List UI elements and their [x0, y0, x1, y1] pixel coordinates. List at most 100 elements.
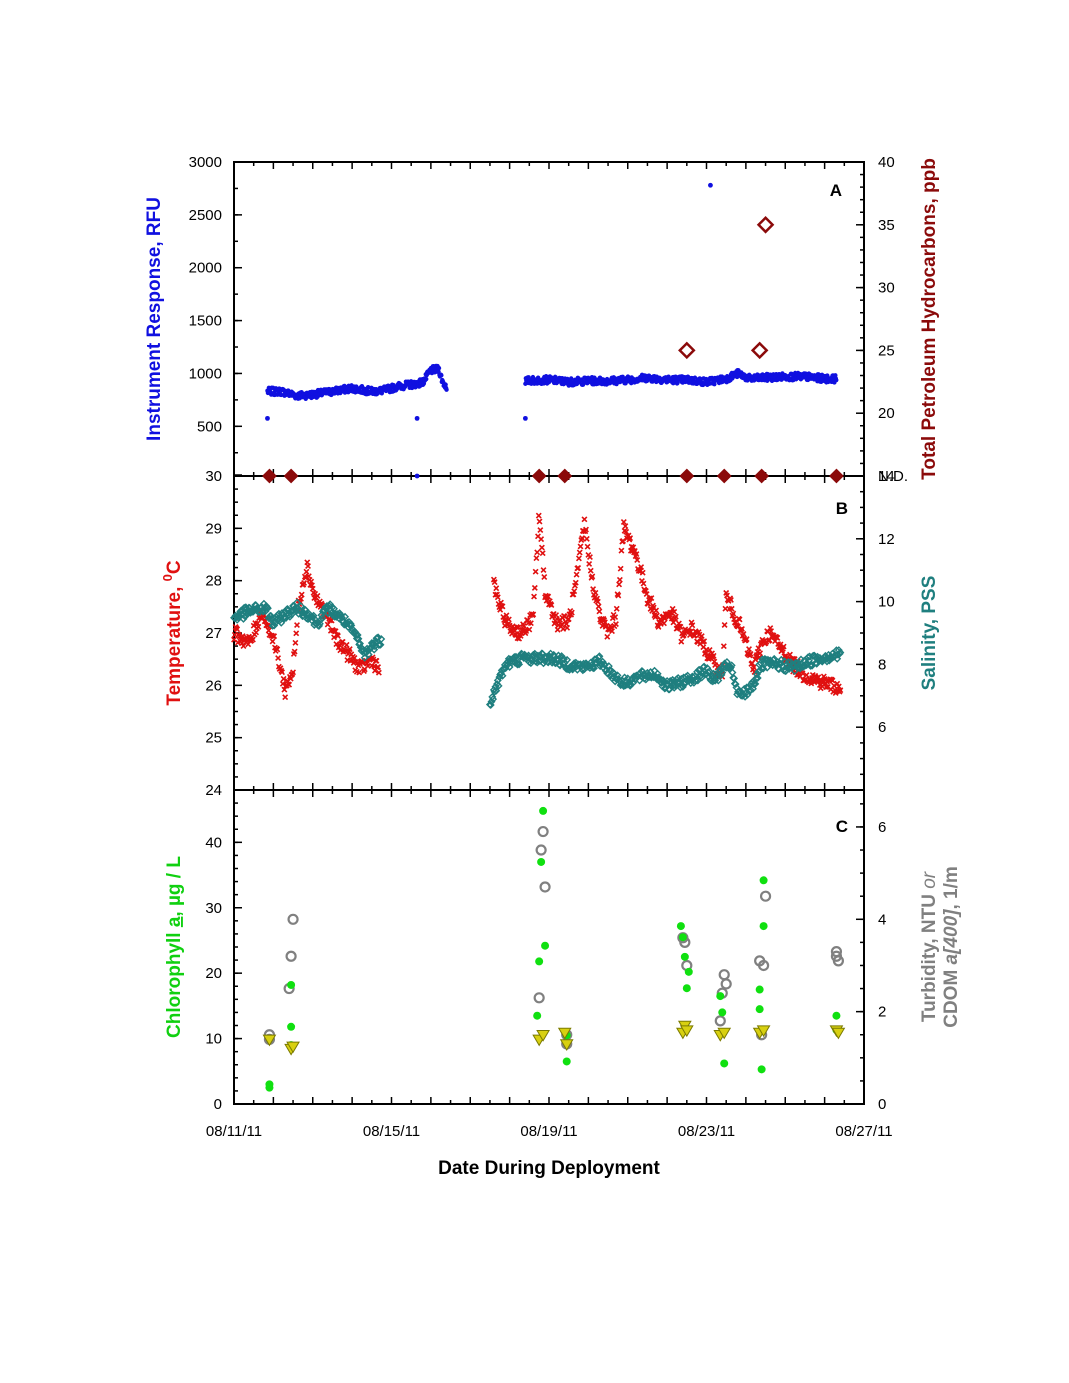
turbidity-label-prefix: Turbidity, NTU [919, 889, 940, 1022]
temperature-point [526, 626, 533, 633]
temperature-point [297, 595, 304, 602]
salinity-point [751, 679, 760, 688]
panel-c-right-tick-label: 0 [878, 1096, 886, 1113]
temperature-point [375, 669, 382, 676]
rfu-outlier-point [414, 415, 420, 421]
chlorophyll-point [759, 922, 768, 931]
temperature-point [583, 526, 589, 533]
temperature-point [564, 624, 571, 631]
salinity-point [746, 685, 755, 694]
temperature-point [303, 568, 310, 575]
panel-a-right-tick-label: N.D. [878, 468, 908, 485]
salinity-point [285, 612, 294, 621]
salinity-point [360, 653, 369, 662]
temperature-point [346, 646, 353, 653]
temperature-point [576, 549, 583, 556]
panel-b-left-tick-label: 26 [205, 677, 222, 694]
salinity-point [353, 631, 362, 639]
chlorophyll-label-a: a [164, 916, 185, 927]
temperature-point [351, 655, 358, 661]
panel-c-right-axis-title-line1: Turbidity, NTU or [919, 871, 940, 1022]
temperature-point [253, 629, 260, 636]
temperature-point [589, 573, 596, 580]
turbidity-point [533, 992, 545, 1004]
temperature-point [292, 639, 299, 646]
temperature-point [755, 645, 762, 652]
temperature-point [743, 636, 750, 643]
temperature-point [829, 677, 836, 684]
temperature-point [787, 651, 793, 658]
temperature-point [531, 584, 538, 591]
salinity-point [595, 652, 604, 661]
panel-a-right-axis-title: Total Petroleum Hydrocarbons, ppb [919, 158, 940, 480]
salinity-point [741, 692, 750, 701]
salinity-point [330, 604, 339, 613]
temperature-point [505, 616, 512, 623]
salinity-point [718, 668, 727, 677]
temperature-point [587, 567, 594, 574]
cdom-point [717, 1027, 732, 1040]
labels-layer: 08/11/11 08/15/11 08/19/11 08/23/11 08/27/11… [189, 154, 908, 1140]
salinity-point [759, 664, 768, 673]
temperature-point [631, 547, 638, 554]
panel-b-right-tick-label: 14 [878, 468, 895, 485]
temperature-point [768, 628, 775, 635]
panel-b-left-tick-label: 25 [205, 730, 222, 747]
temperature-point [545, 593, 552, 600]
salinity-point [356, 639, 364, 648]
panel-a-left-tick-label: 2000 [189, 260, 222, 277]
temperature-point [520, 623, 527, 629]
panel-c-left-tick-label: 30 [205, 900, 222, 917]
temperature-point [263, 622, 270, 629]
chlorophyll-point [676, 922, 685, 931]
temperature-point [837, 687, 844, 694]
temperature-point [568, 609, 575, 616]
temperature-point [672, 613, 679, 620]
salinity-point [492, 686, 501, 695]
temperature-point [337, 647, 344, 654]
temperature-point [609, 628, 615, 635]
salinity-point [727, 661, 736, 670]
panel-a-right-tick-label: 40 [878, 154, 895, 171]
salinity-point [318, 613, 327, 622]
salinity-point [307, 612, 316, 621]
x-tick-label: 08/11/11 [206, 1123, 262, 1140]
panel-b-left-axis-title: Temperature, 0C [160, 560, 185, 705]
temperature-point [309, 585, 316, 592]
chlorophyll-point [541, 941, 550, 950]
temperature-point [698, 633, 705, 640]
temperature-point [592, 589, 599, 596]
rfu-point [439, 373, 444, 378]
tph-point [750, 341, 769, 360]
salinity-point [753, 673, 762, 682]
x-axis-title: Date During Deployment [438, 1158, 660, 1179]
temperature-point [274, 646, 281, 653]
panel-a-left-tick-label: 1500 [189, 313, 222, 330]
temperature-point [249, 636, 256, 643]
tph-nd-point [716, 468, 732, 484]
salinity-point [487, 697, 496, 706]
temperature-point [281, 686, 288, 693]
temperature-point [534, 549, 541, 556]
temperature-point [279, 669, 286, 676]
cdom-point [536, 1030, 550, 1042]
temperature-point [493, 585, 500, 592]
temperature-point [720, 643, 727, 650]
cdom-point [756, 1025, 771, 1038]
temperature-point [531, 593, 538, 600]
turbidity-point [539, 881, 551, 893]
chlorophyll-point [755, 985, 764, 994]
temperature-point [503, 612, 510, 619]
salinity-point [714, 676, 723, 685]
panel-b-left-tick-label: 24 [205, 782, 222, 799]
salinity-point [267, 612, 276, 621]
temperature-point [375, 664, 382, 671]
tph-nd-point [754, 468, 770, 484]
salinity-point [591, 658, 600, 667]
temperature-point [835, 683, 842, 690]
turbidity-point [285, 950, 297, 962]
chlorophyll-label-prefix: Chlorophyll [164, 927, 185, 1038]
salinity-point [731, 680, 740, 689]
temperature-point [290, 669, 297, 676]
panel-b-left-tick-label: 29 [205, 520, 222, 537]
